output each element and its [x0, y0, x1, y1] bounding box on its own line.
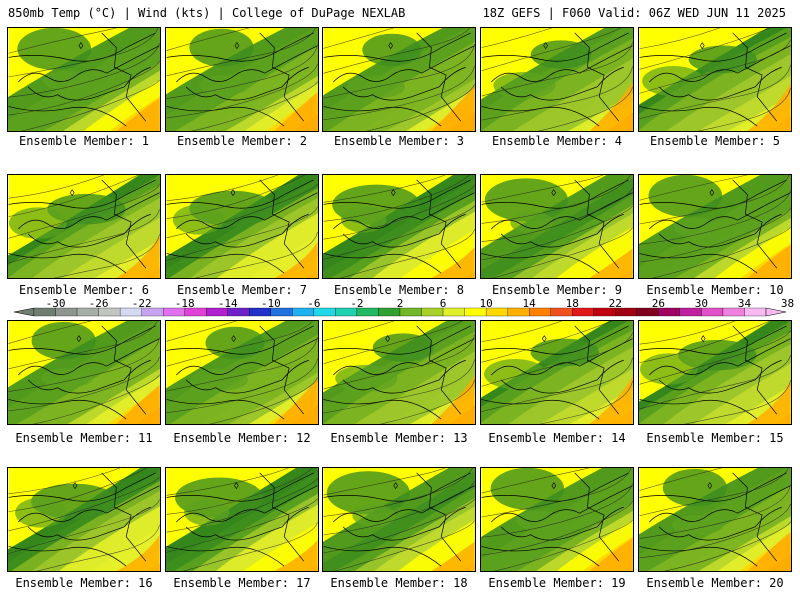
- colorbar-tick-label: -6: [307, 297, 321, 310]
- ensemble-member-map: [638, 27, 792, 132]
- colorbar-tick-label: -2: [350, 297, 364, 310]
- ensemble-member-map: [165, 174, 319, 279]
- colorbar-tick-label: 6: [439, 297, 447, 310]
- ensemble-member-map: [7, 467, 161, 572]
- ensemble-member-label: Ensemble Member: 12: [173, 431, 311, 445]
- ensemble-member-map: [165, 27, 319, 132]
- ensemble-member-map: [480, 27, 634, 132]
- ensemble-member-label: Ensemble Member: 15: [646, 431, 784, 445]
- ensemble-member-map: [322, 27, 476, 132]
- ensemble-member-label: Ensemble Member: 17: [173, 576, 311, 590]
- ensemble-member-label: Ensemble Member: 9: [491, 283, 623, 297]
- ensemble-member-label: Ensemble Member: 4: [491, 134, 623, 148]
- colorbar-tick-label: -10: [260, 297, 281, 310]
- colorbar-tick-label: 26: [651, 297, 665, 310]
- ensemble-member-label: Ensemble Member: 19: [488, 576, 626, 590]
- ensemble-member-map: [165, 320, 319, 425]
- model-run-info: 18Z GEFS | F060 Valid: 06Z WED JUN 11 20…: [482, 6, 786, 20]
- colorbar-tick-label: 2: [396, 297, 404, 310]
- ensemble-member-map: [7, 27, 161, 132]
- ensemble-member-map: [480, 467, 634, 572]
- ensemble-member-label: Ensemble Member: 6: [18, 283, 150, 297]
- ensemble-member-map: [322, 320, 476, 425]
- map-title: 850mb Temp (°C) | Wind (kts) | College o…: [8, 6, 406, 20]
- ensemble-member-map: [638, 467, 792, 572]
- ensemble-member-map: [480, 320, 634, 425]
- colorbar-tick-label: -26: [88, 297, 109, 310]
- ensemble-member-label: Ensemble Member: 18: [330, 576, 468, 590]
- colorbar-tick-label: 14: [522, 297, 536, 310]
- colorbar-tick-label: 34: [737, 297, 752, 310]
- ensemble-member-label: Ensemble Member: 5: [649, 134, 781, 148]
- colorbar-tick-label: -18: [174, 297, 195, 310]
- colorbar-tick-label: 22: [608, 297, 622, 310]
- ensemble-member-label: Ensemble Member: 1: [18, 134, 150, 148]
- ensemble-member-label: Ensemble Member: 10: [646, 283, 784, 297]
- colorbar-tick-label: 30: [694, 297, 709, 310]
- temperature-colorbar: [14, 307, 786, 317]
- ensemble-member-label: Ensemble Member: 7: [176, 283, 308, 297]
- ensemble-member-label: Ensemble Member: 8: [333, 283, 465, 297]
- colorbar-tick-label: 18: [565, 297, 579, 310]
- ensemble-member-label: Ensemble Member: 2: [176, 134, 308, 148]
- colorbar-tick-label: -22: [131, 297, 152, 310]
- ensemble-member-map: [638, 174, 792, 279]
- ensemble-member-label: Ensemble Member: 11: [15, 431, 153, 445]
- ensemble-member-map: [7, 174, 161, 279]
- colorbar-tick-label: 10: [479, 297, 493, 310]
- ensemble-member-map: [480, 174, 634, 279]
- colorbar-tick-label: 38: [780, 297, 795, 310]
- colorbar-tick-label: -14: [217, 297, 238, 310]
- ensemble-member-label: Ensemble Member: 14: [488, 431, 626, 445]
- ensemble-member-map: [165, 467, 319, 572]
- ensemble-member-label: Ensemble Member: 13: [330, 431, 468, 445]
- ensemble-member-map: [638, 320, 792, 425]
- ensemble-member-map: [322, 467, 476, 572]
- ensemble-member-map: [322, 174, 476, 279]
- colorbar-tick-label: -30: [45, 297, 66, 310]
- ensemble-member-map: [7, 320, 161, 425]
- ensemble-member-label: Ensemble Member: 16: [15, 576, 153, 590]
- ensemble-member-label: Ensemble Member: 20: [646, 576, 784, 590]
- ensemble-member-label: Ensemble Member: 3: [333, 134, 465, 148]
